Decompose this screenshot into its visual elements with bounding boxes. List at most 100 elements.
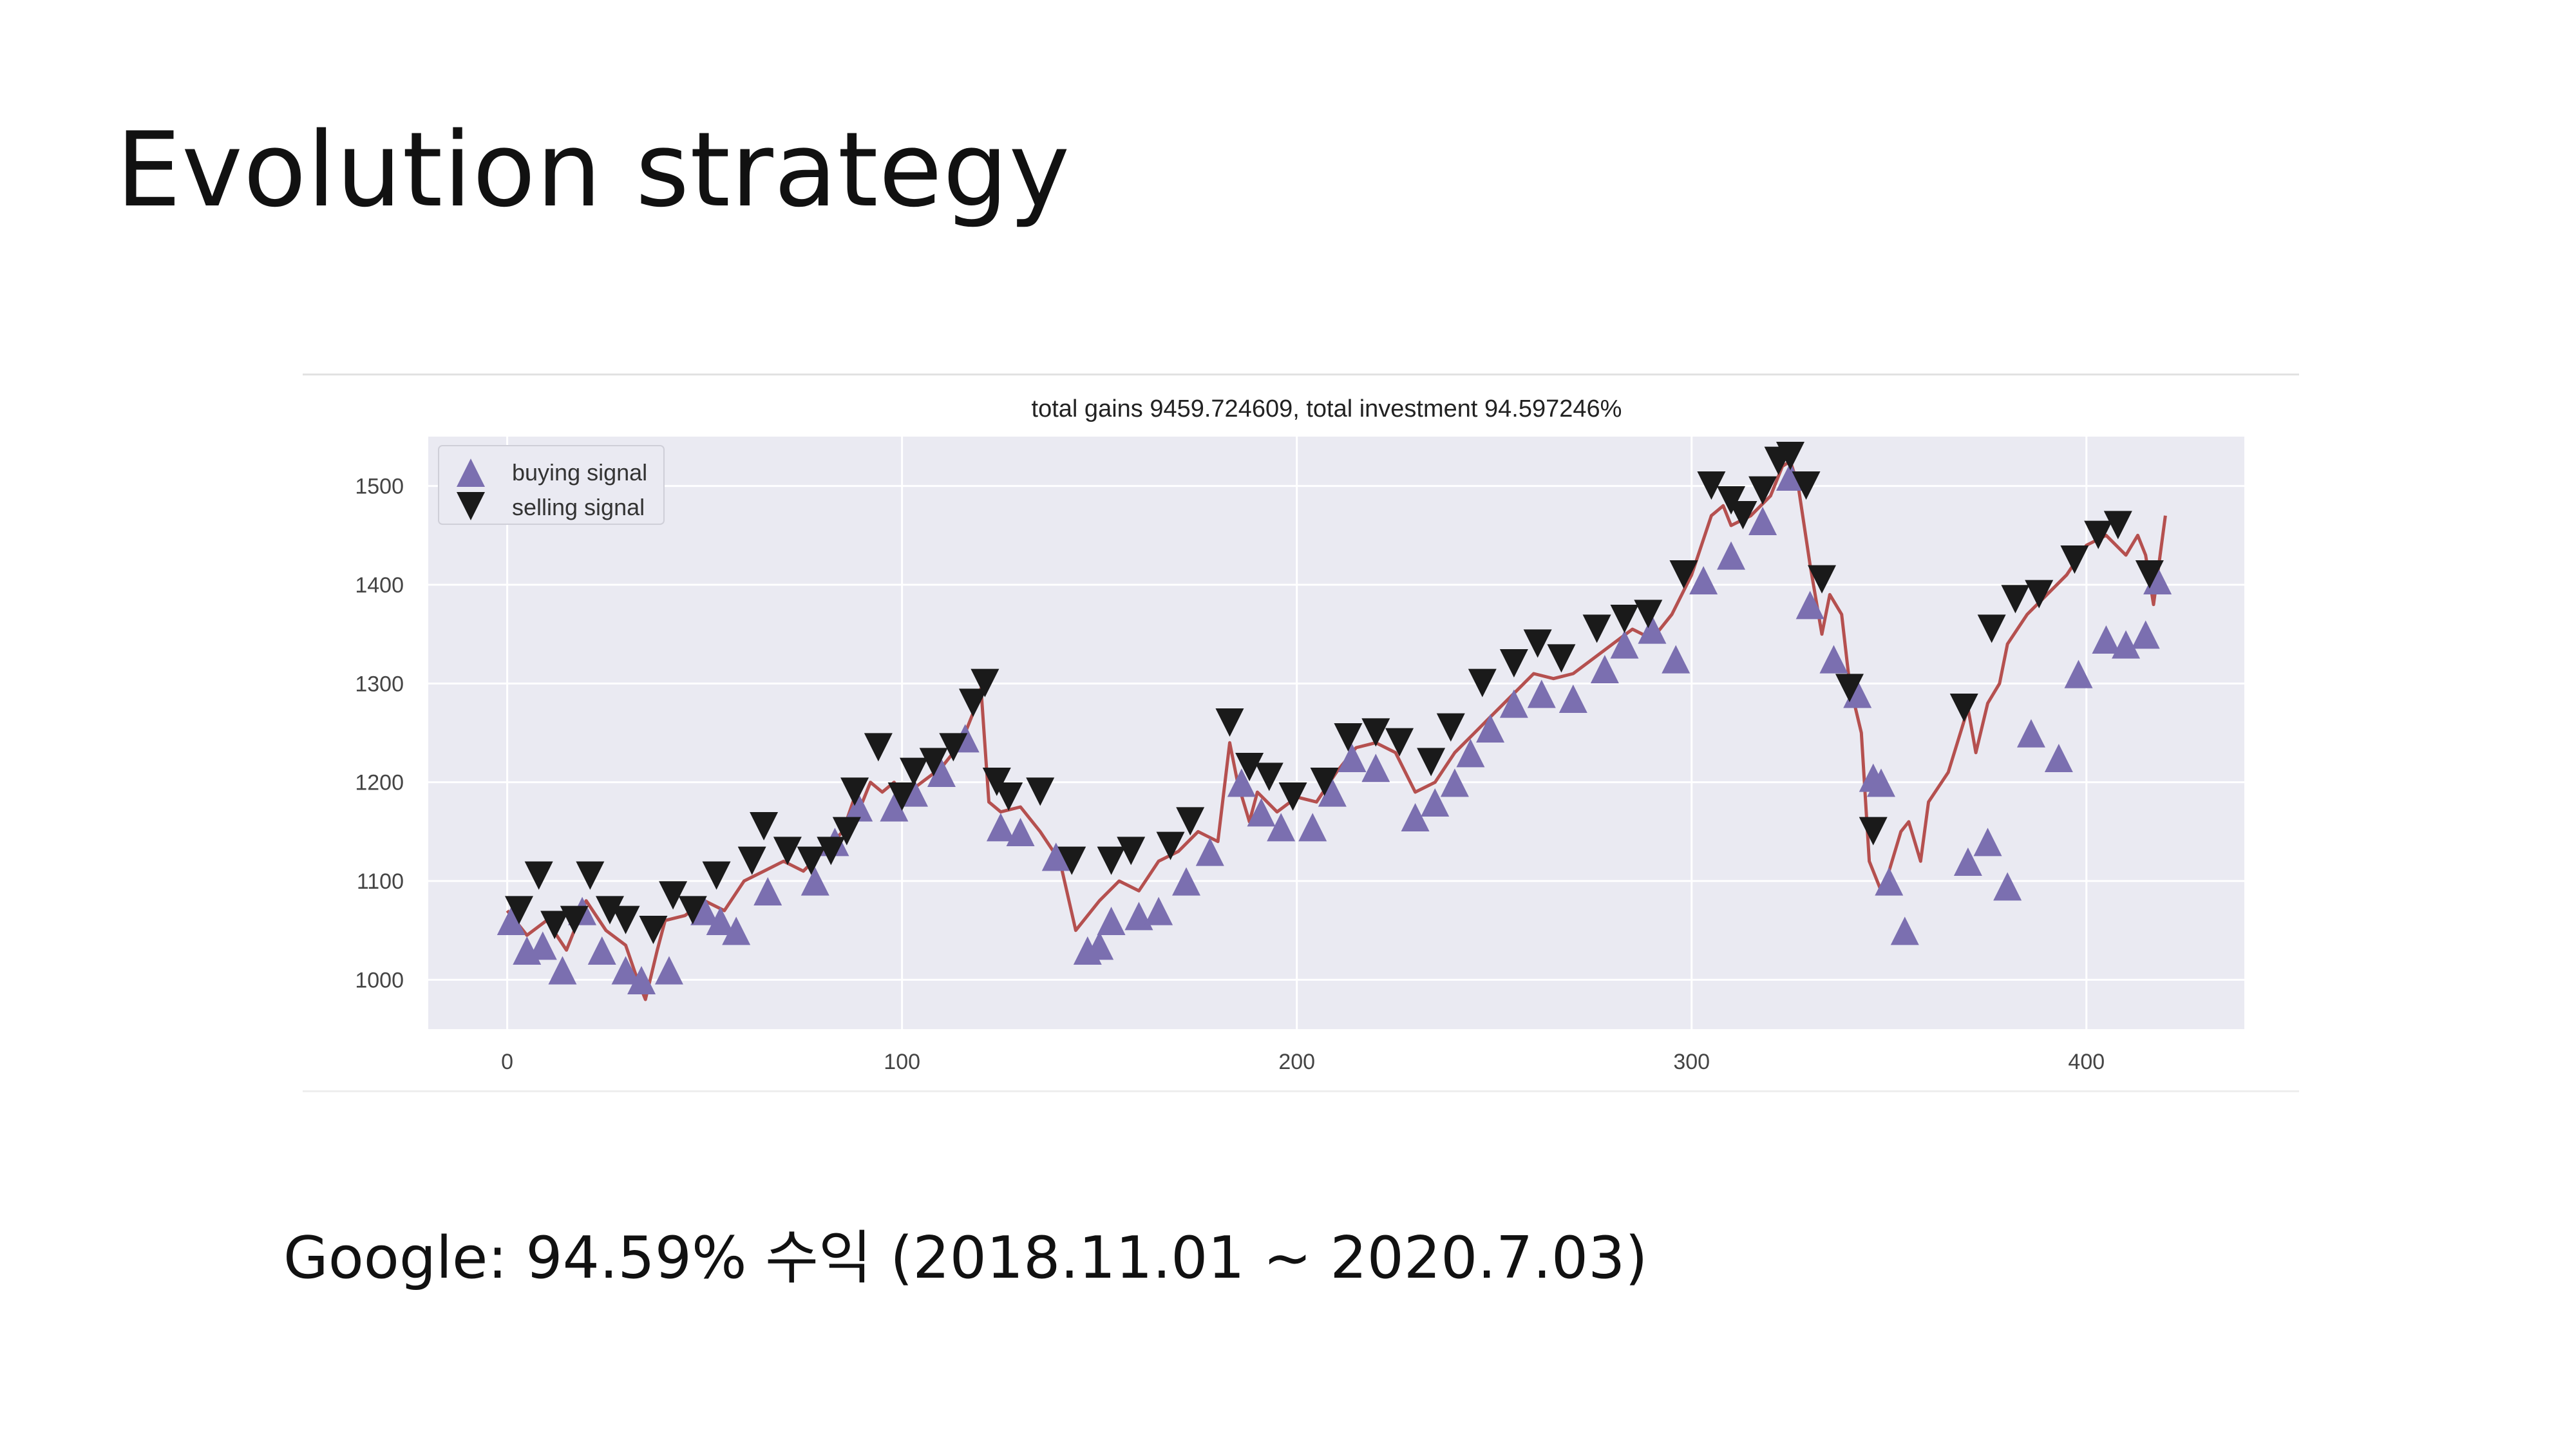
buy-signal-marker	[1748, 507, 1777, 535]
sell-signal-marker	[1792, 471, 1821, 500]
sell-signal-marker	[1499, 649, 1528, 677]
buy-signal-marker	[1298, 813, 1327, 842]
buy-markers	[497, 462, 2172, 994]
sell-signal-marker	[1097, 846, 1126, 875]
sell-signal-marker	[959, 688, 987, 717]
buy-signal-marker	[1144, 896, 1173, 925]
buy-signal-marker	[1456, 739, 1485, 768]
x-tick-label: 100	[884, 1050, 920, 1074]
sell-signal-marker	[864, 733, 893, 762]
sell-signal-marker	[1634, 600, 1663, 629]
sell-signal-marker	[596, 896, 624, 925]
buy-signal-marker	[1421, 788, 1450, 817]
sell-signal-marker	[1468, 668, 1497, 697]
buy-signal-marker	[2131, 620, 2160, 649]
buy-signal-marker	[927, 759, 956, 787]
buy-signal-marker	[1527, 679, 1556, 708]
sell-signal-marker	[1117, 837, 1146, 866]
legend-box	[438, 445, 665, 525]
sell-signal-marker	[1215, 708, 1244, 737]
sell-signal-marker	[1610, 605, 1639, 633]
buy-signal-marker	[1776, 462, 1804, 491]
sell-signal-marker	[1385, 728, 1414, 757]
sell-signal-marker	[1859, 817, 1888, 846]
buy-signal-marker	[1843, 679, 1872, 708]
buy-signal-marker	[528, 931, 557, 960]
sell-signal-marker	[1278, 782, 1307, 811]
sell-signal-marker	[982, 768, 1011, 796]
buy-signal-marker	[1590, 655, 1619, 683]
sell-signal-marker	[1361, 718, 1390, 747]
chart-title: total gains 9459.724609, total investmen…	[1032, 395, 1622, 422]
buy-signal-marker	[1499, 689, 1528, 718]
sell-signal-marker	[750, 812, 779, 840]
buy-signal-marker	[1085, 931, 1114, 960]
buy-signal-marker	[1172, 867, 1201, 896]
y-tick-label: 1300	[355, 672, 404, 696]
buy-signal-marker	[627, 966, 656, 994]
buy-signal-marker	[1318, 778, 1347, 807]
buy-signal-marker	[690, 896, 719, 925]
buy-signal-marker	[844, 793, 873, 822]
buy-signal-marker	[706, 907, 735, 935]
sell-signal-marker	[2084, 520, 2113, 549]
sell-signal-marker	[524, 861, 553, 890]
sell-signal-marker	[1582, 614, 1611, 643]
buy-signal-marker	[587, 936, 616, 965]
sell-signal-marker	[900, 757, 929, 786]
sell-signal-marker	[840, 777, 869, 806]
sell-signal-marker	[702, 861, 731, 890]
buy-signal-marker	[654, 956, 683, 985]
buy-signal-marker	[1195, 837, 1224, 866]
buy-signal-marker	[1890, 916, 1919, 945]
sell-signal-marker	[1057, 846, 1086, 875]
buy-signal-marker	[800, 867, 829, 896]
sell-signal-marker	[540, 911, 569, 940]
buy-signal-marker	[1227, 768, 1256, 797]
buy-triangle-icon	[457, 459, 485, 487]
buy-signal-marker	[1953, 848, 1982, 876]
buy-signal-marker	[1819, 645, 1848, 674]
sell-signal-marker	[773, 837, 802, 866]
buy-signal-marker	[880, 793, 909, 822]
buy-signal-marker	[1558, 685, 1587, 713]
sell-signal-marker	[2025, 580, 2054, 609]
grid-lines	[428, 437, 2244, 1029]
sell-signal-marker	[832, 817, 861, 846]
y-tick-label: 1200	[355, 771, 404, 795]
sell-signal-marker	[1334, 723, 1363, 752]
x-tick-label: 200	[1278, 1050, 1315, 1074]
sell-signal-marker	[994, 782, 1023, 811]
buy-signal-marker	[1610, 630, 1639, 659]
sell-signal-marker	[1808, 565, 1837, 594]
sell-signal-marker	[1547, 644, 1576, 673]
y-tick-label: 1000	[355, 968, 404, 992]
sell-signal-marker	[887, 782, 916, 811]
sell-markers	[505, 442, 2164, 944]
sell-signal-marker	[1156, 831, 1185, 860]
sell-signal-marker	[797, 846, 826, 875]
chart-figure: total gains 9459.724609, total investmen…	[303, 374, 2299, 1092]
legend-sell-label: selling signal	[512, 494, 645, 520]
buy-signal-marker	[2044, 744, 2073, 772]
sell-signal-marker	[1717, 486, 1746, 515]
sell-signal-marker	[1776, 442, 1804, 470]
sell-signal-marker	[505, 896, 533, 925]
sell-signal-marker	[576, 861, 605, 890]
sell-signal-marker	[560, 905, 589, 934]
buy-signal-marker	[2112, 630, 2141, 659]
sell-signal-marker	[1977, 614, 2006, 643]
buy-signal-marker	[1993, 872, 2022, 901]
sell-signal-marker	[659, 881, 688, 910]
sell-signal-marker	[919, 748, 948, 777]
sell-signal-marker	[611, 905, 640, 934]
sell-signal-marker	[678, 896, 707, 925]
sell-signal-marker	[1949, 694, 1978, 722]
buy-signal-marker	[1717, 541, 1746, 570]
buy-signal-marker	[1973, 828, 2002, 857]
buy-signal-marker	[2092, 625, 2121, 654]
y-tick-label: 1400	[355, 573, 404, 598]
buy-signal-marker	[986, 813, 1015, 842]
sell-signal-marker	[1669, 560, 1698, 589]
buy-signal-marker	[1041, 842, 1070, 871]
